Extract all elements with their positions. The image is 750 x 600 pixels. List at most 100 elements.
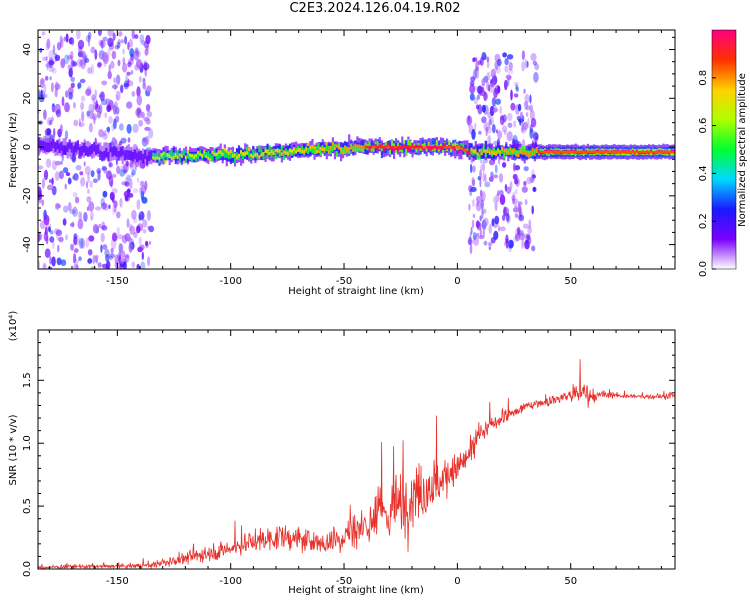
heatmap-cell (225, 149, 228, 153)
heatmap-cell (112, 104, 117, 115)
heatmap-cell (335, 144, 339, 148)
heatmap-cell (45, 235, 49, 245)
heatmap-cell (63, 36, 66, 42)
heatmap-cell (477, 104, 483, 115)
heatmap-cell (111, 84, 118, 90)
heatmap-cell (156, 156, 159, 160)
colorbar-label: Normalized spectral amplitude (737, 73, 748, 227)
heatmap-cell (404, 145, 409, 149)
heatmap-cell (123, 150, 126, 161)
heatmap-cell (80, 145, 83, 156)
heatmap-cell (327, 145, 330, 152)
heatmap-cell (523, 101, 529, 107)
heatmap-cell (90, 216, 93, 221)
snr-x-ticks: -150 -100 -50 0 50 (48, 330, 662, 587)
heatmap-cell (529, 104, 533, 112)
heatmap-cell (532, 186, 537, 193)
heatmap-cell (488, 241, 493, 247)
heatmap-cell (504, 65, 509, 73)
heatmap-cell (69, 51, 74, 60)
heatmap-cell (471, 219, 475, 229)
heatmap-cell (429, 145, 435, 149)
heatmap-cell (98, 129, 104, 138)
heatmap-cell (495, 129, 498, 134)
heatmap-cell (64, 183, 67, 190)
heatmap-cell (403, 144, 406, 148)
heatmap-cell (148, 240, 152, 245)
heatmap-cell (284, 151, 288, 155)
heatmap-cell (229, 152, 232, 159)
heatmap-cell (54, 202, 60, 210)
heatmap-cell (439, 147, 443, 151)
heatmap-cell (101, 225, 108, 231)
heatmap-cell (327, 150, 330, 154)
heatmap-cell (197, 150, 200, 155)
heatmap-cell (134, 166, 137, 171)
heatmap-cell (276, 148, 279, 153)
colorbar-tick-label: 0.4 (698, 165, 709, 181)
heatmap-cell (507, 112, 513, 122)
heatmap-cell (478, 130, 482, 135)
heatmap-cell (483, 122, 490, 132)
heatmap-cell (57, 244, 60, 253)
heatmap-cell (87, 249, 93, 256)
heatmap-cell (44, 141, 47, 152)
heatmap-cell (476, 153, 479, 160)
heatmap-cell (250, 154, 253, 161)
heatmap-cell (125, 150, 128, 160)
heatmap-cell (46, 128, 52, 136)
heatmap-cell (531, 130, 537, 139)
heatmap-cell (59, 35, 63, 44)
heatmap-cell (123, 83, 130, 88)
heatmap-cell (91, 144, 94, 154)
heatmap-cell (388, 146, 392, 150)
heatmap-cell (146, 85, 152, 93)
heatmap-cell (97, 110, 101, 119)
heatmap-cell (111, 147, 114, 157)
heatmap-cell (325, 142, 328, 146)
heatmap-cell (471, 165, 476, 173)
heatmap-cell (479, 215, 482, 222)
heatmap-cell (100, 232, 105, 243)
heatmap-cell (527, 150, 530, 157)
heatmap-cell (87, 67, 93, 74)
heatmap-cell (527, 117, 530, 129)
heatmap-cell (433, 139, 436, 150)
heatmap-cell (93, 115, 96, 125)
heatmap-cell (70, 143, 73, 153)
heatmap-cell (38, 194, 42, 204)
heatmap-cell (479, 227, 482, 238)
heatmap-cell (476, 152, 479, 156)
heatmap-cell (426, 145, 431, 149)
heatmap-cell (223, 151, 226, 158)
heatmap-cell (111, 188, 118, 194)
heatmap-cell (189, 153, 192, 157)
heatmap-cell (62, 167, 69, 174)
heatmap-cell (139, 244, 145, 251)
heatmap-cell (137, 223, 144, 232)
heatmap-cell (123, 169, 127, 174)
heatmap-cell (92, 224, 99, 234)
heatmap-cell (519, 150, 522, 154)
heatmap-cell (127, 150, 130, 160)
heatmap-cell (260, 149, 263, 156)
heatmap-cell (523, 166, 529, 172)
heatmap-cell (92, 178, 98, 183)
heatmap-cell (376, 147, 379, 152)
heatmap-cell (335, 143, 339, 154)
heatmap-cell (488, 246, 491, 251)
heatmap-cell (50, 141, 53, 152)
heatmap-cell (106, 126, 111, 133)
heatmap-cell (48, 49, 55, 61)
heatmap-cell (397, 142, 400, 149)
snr-y-label: SNR (10 * v/v) (8, 414, 19, 485)
heatmap-cell (358, 144, 361, 148)
heatmap-cell (348, 147, 351, 154)
heatmap-cell (475, 201, 482, 212)
heatmap-cell (346, 147, 349, 152)
heatmap-cell (235, 152, 239, 159)
heatmap-cell (437, 145, 442, 149)
heatmap-cell (522, 115, 525, 122)
heatmap-cell (215, 152, 218, 156)
heatmap-cell (499, 150, 502, 154)
